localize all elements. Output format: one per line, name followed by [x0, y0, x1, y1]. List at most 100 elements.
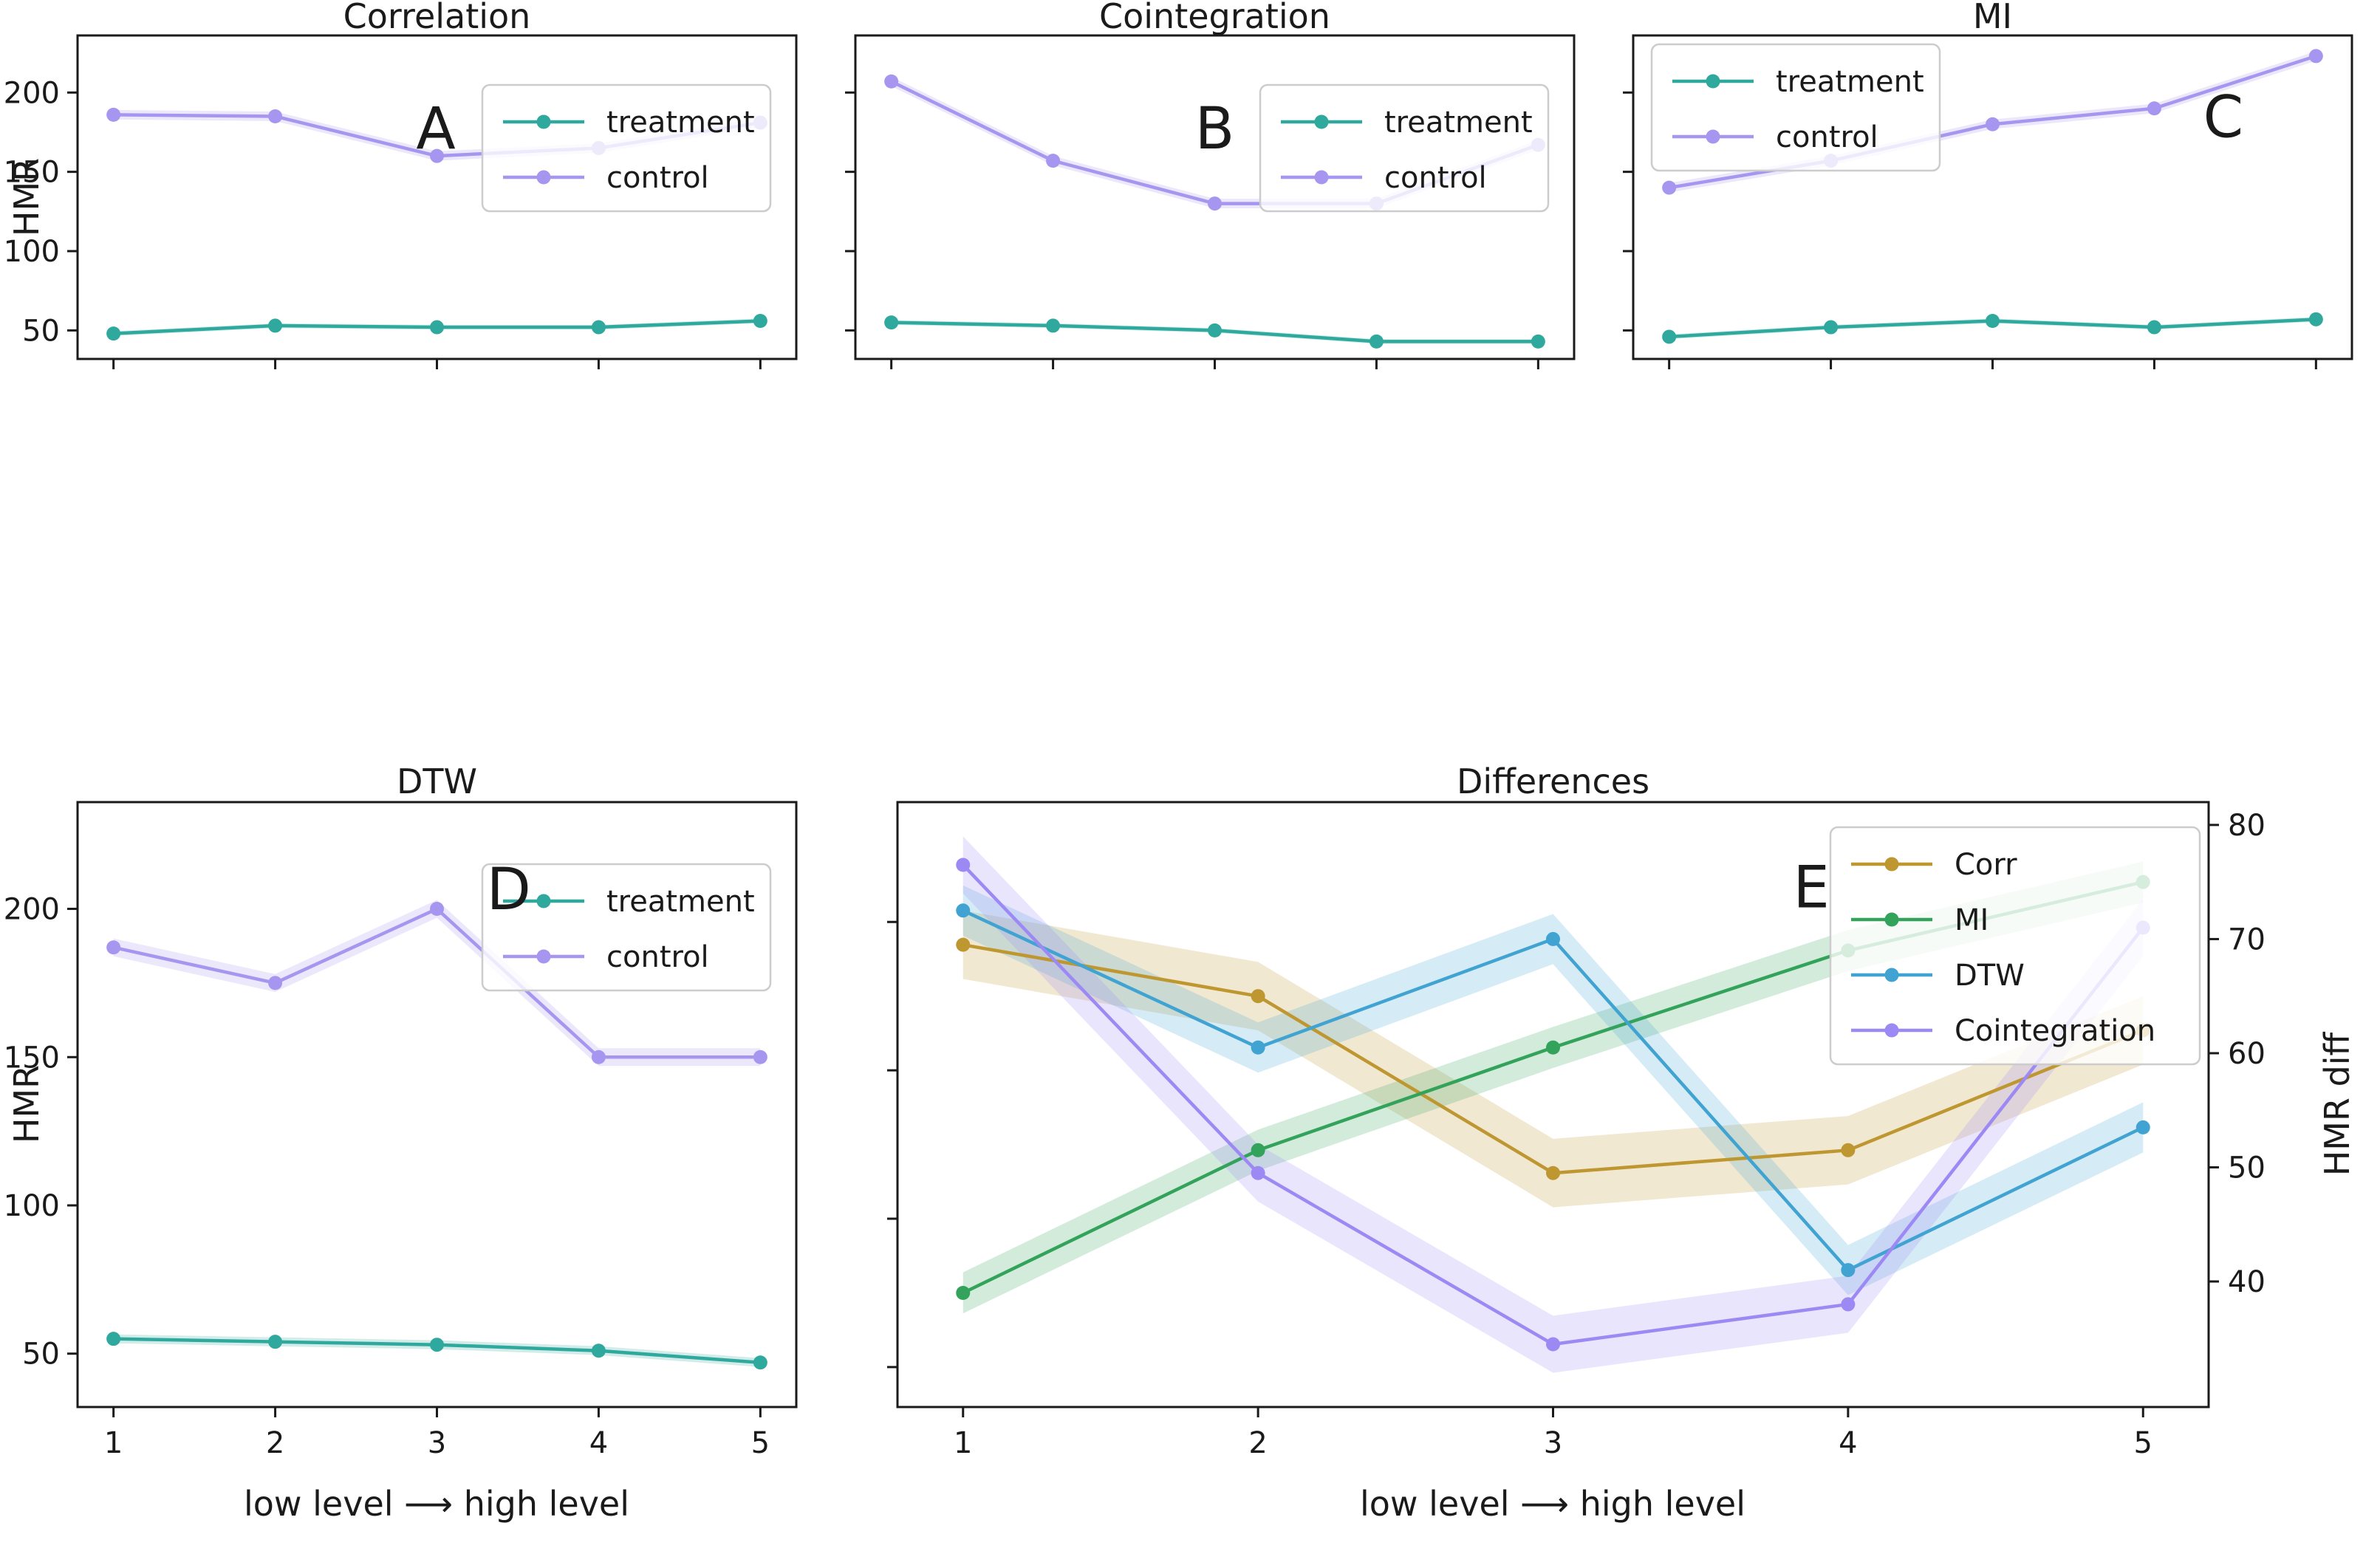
series-control-marker-x3	[1986, 117, 2000, 131]
series-control-marker-x4	[591, 1050, 606, 1064]
series-control-marker-x2	[268, 976, 283, 990]
series-control-marker-x3	[430, 902, 444, 917]
series-treatment-marker-x5	[1531, 334, 1545, 349]
panel-diff-legend: Corr MI DTW Cointegration	[1829, 826, 2201, 1066]
series-dtw-marker-x1	[956, 903, 971, 918]
legend-box	[481, 863, 772, 992]
series-treatment-marker-x1	[106, 326, 121, 341]
series-dtw-marker-x4	[1841, 1263, 1856, 1278]
legend-box	[1829, 826, 2201, 1066]
series-treatment-marker-x1	[884, 315, 899, 330]
series-corr-marker-x2	[1251, 989, 1265, 1004]
legend-label-control: control	[606, 161, 709, 195]
y-tick-label-100: 100	[4, 1189, 60, 1223]
panel-letter-E: E	[1793, 855, 1830, 921]
legend-label-dtw: DTW	[1955, 959, 2025, 993]
legend-box	[1259, 83, 1550, 213]
series-treatment-marker-x3	[1208, 323, 1222, 338]
legend-swatch-marker-treatment	[1314, 114, 1329, 129]
series-corr-marker-x3	[1546, 1166, 1560, 1180]
series-control-marker-x2	[268, 109, 283, 123]
legend-label-treatment: treatment	[1776, 65, 1924, 99]
series-treatment-marker-x5	[2308, 312, 2323, 326]
x-tick-label-3: 3	[428, 1426, 446, 1460]
panel-mi-legend: treatment control	[1650, 43, 1941, 172]
y-right-tick-label-80: 80	[2228, 809, 2266, 843]
series-treatment-marker-x4	[2147, 320, 2161, 335]
series-treatment-marker-x5	[753, 1355, 767, 1370]
y-right-tick-label-50: 50	[2228, 1151, 2266, 1185]
series-cointegration-marker-x1	[956, 858, 971, 872]
series-cointegration-marker-x3	[1546, 1337, 1560, 1352]
series-treatment-marker-x5	[753, 313, 767, 328]
xlabel-differences: low level ⟶ high level	[1360, 1484, 1745, 1524]
panel-letter-C: C	[2203, 85, 2243, 151]
series-control-marker-x1	[106, 107, 121, 122]
panel-diff-title: Differences	[1457, 761, 1649, 801]
legend-box	[481, 83, 772, 213]
legend-swatch-marker-treatment	[536, 894, 551, 908]
series-treatment-marker-x3	[1986, 313, 2000, 328]
panel-coint-title: Cointegration	[1099, 0, 1330, 36]
series-control-marker-x2	[1046, 154, 1061, 168]
legend-swatch-marker-cointegration	[1884, 1023, 1899, 1038]
series-control-marker-x1	[1662, 180, 1677, 195]
x-tick-label-5: 5	[2134, 1426, 2152, 1460]
x-tick-label-5: 5	[751, 1426, 770, 1460]
series-control-band	[113, 900, 761, 1067]
y-tick-label-50: 50	[22, 1338, 60, 1372]
series-control-marker-x4	[2147, 101, 2161, 116]
series-mi-marker-x2	[1251, 1143, 1265, 1157]
series-dtw-marker-x3	[1546, 931, 1560, 946]
y-right-tick-label-40: 40	[2228, 1265, 2266, 1299]
series-mi-marker-x3	[1546, 1040, 1560, 1055]
series-treatment-marker-x2	[1824, 320, 1839, 335]
y-tick-label-50: 50	[22, 314, 60, 348]
panel-letter-D: D	[487, 857, 531, 923]
series-dtw-marker-x2	[1251, 1040, 1265, 1055]
series-control-marker-x3	[1208, 196, 1222, 211]
legend-label-control: control	[1776, 120, 1878, 154]
axis-labels: HMR HMR HMR diff low level ⟶ high level low …	[7, 158, 2357, 1524]
legend-label-treatment: treatment	[606, 106, 755, 140]
legend-swatch-marker-treatment	[536, 114, 551, 129]
panel-coint: Cointegration treatment control B	[845, 0, 1576, 369]
panel-letter-A: A	[416, 96, 455, 162]
panel-corr-title: Correlation	[343, 0, 531, 36]
legend-label-treatment: treatment	[1384, 106, 1533, 140]
series-mi-marker-x1	[956, 1285, 971, 1300]
x-tick-label-2: 2	[266, 1426, 284, 1460]
legend-label-control: control	[1384, 161, 1487, 195]
ylabel-hmr-bottom: HMR	[7, 1065, 47, 1143]
series-dtw-marker-x5	[2135, 1120, 2150, 1134]
legend-swatch-marker-control	[1314, 170, 1329, 185]
legend-swatch-marker-control	[536, 949, 551, 964]
series-corr-band	[962, 910, 2144, 1208]
panel-corr: Correlation 50 100 150 200 treatment control A	[4, 0, 798, 369]
y-tick-label-200: 200	[4, 893, 60, 927]
series-treatment-marker-x1	[1662, 329, 1677, 344]
legend-box	[1650, 43, 1941, 172]
series-treatment-marker-x1	[106, 1332, 121, 1346]
y-tick-label-200: 200	[4, 76, 60, 110]
xlabel-dtw: low level ⟶ high level	[244, 1484, 629, 1524]
series-treatment-marker-x2	[268, 1335, 283, 1349]
panel-diff: Differences 40 50 60 70 80 1 2 3 4 5 Corr MI DTW Coint…	[887, 761, 2266, 1460]
x-tick-label-4: 4	[1839, 1426, 1857, 1460]
panel-corr-legend: treatment control	[481, 83, 772, 213]
y-right-tick-label-70: 70	[2228, 923, 2266, 956]
series-treatment-marker-x3	[430, 320, 444, 335]
x-tick-label-4: 4	[589, 1426, 608, 1460]
panel-dtw: DTW 50 100 150 200 1 2 3 4 5 treatment control D	[4, 761, 798, 1460]
legend-swatch-marker-mi	[1884, 912, 1899, 927]
series-treatment-marker-x4	[591, 320, 606, 335]
panel-letter-B: B	[1195, 96, 1235, 162]
legend-label-treatment: treatment	[606, 885, 755, 919]
ylabel-hmr-top: HMR	[7, 158, 47, 236]
series-control-marker-x1	[884, 74, 899, 89]
x-tick-label-2: 2	[1248, 1426, 1267, 1460]
series-cointegration-marker-x2	[1251, 1166, 1265, 1180]
series-treatment-marker-x3	[430, 1338, 444, 1352]
